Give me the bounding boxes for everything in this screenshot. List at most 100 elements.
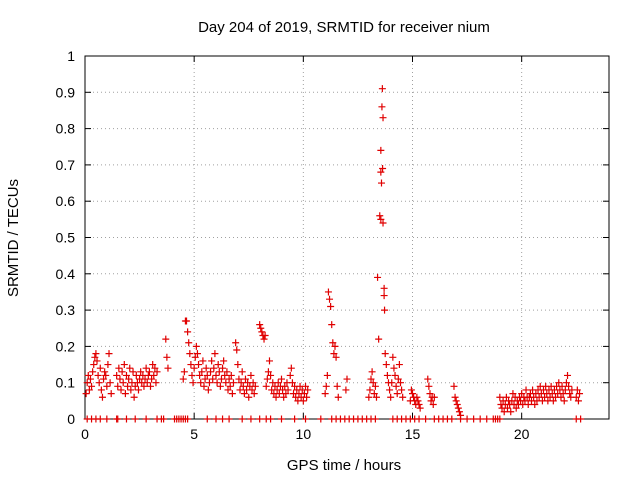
data-point (179, 375, 187, 383)
data-point (262, 382, 270, 390)
data-point (152, 379, 160, 387)
data-point (379, 219, 387, 227)
data-point (376, 212, 384, 220)
x-tick-label: 15 (405, 426, 421, 442)
data-point (329, 339, 337, 347)
data-point (564, 371, 572, 379)
data-point (265, 357, 273, 365)
data-point (196, 371, 204, 379)
data-point (143, 379, 151, 387)
data-point (88, 382, 96, 390)
data-point (190, 364, 198, 372)
data-point (241, 375, 249, 383)
data-point (334, 393, 342, 401)
data-point (424, 375, 432, 383)
data-point (303, 393, 311, 401)
data-point (377, 179, 385, 187)
data-point (94, 371, 102, 379)
data-point (236, 386, 244, 394)
data-point (221, 371, 229, 379)
data-point (101, 368, 109, 376)
data-point (427, 397, 435, 405)
data-point (391, 371, 399, 379)
data-point (86, 375, 94, 383)
data-point (395, 361, 403, 369)
data-point (212, 371, 220, 379)
data-point (375, 335, 383, 343)
data-point (452, 397, 460, 405)
y-tick-label: 0 (67, 411, 75, 427)
y-tick-label: 0.8 (56, 121, 76, 137)
data-point (126, 364, 134, 372)
data-point (518, 390, 526, 398)
data-point (387, 393, 395, 401)
data-point (232, 339, 240, 347)
data-point (386, 386, 394, 394)
data-point (500, 408, 508, 416)
data-point (470, 415, 478, 423)
data-point (300, 390, 308, 398)
data-point (227, 371, 235, 379)
data-point (203, 371, 211, 379)
y-tick-label: 0.7 (56, 157, 76, 173)
data-point (382, 361, 390, 369)
data-point (225, 415, 233, 423)
data-point (222, 379, 230, 387)
data-point (115, 364, 123, 372)
data-point (398, 386, 406, 394)
data-point (257, 324, 265, 332)
data-point (199, 357, 207, 365)
data-point (371, 415, 379, 423)
data-point (142, 415, 150, 423)
data-point (145, 368, 153, 376)
data-point (380, 292, 388, 300)
data-point (149, 361, 157, 369)
data-point (120, 361, 128, 369)
data-point (201, 375, 209, 383)
data-point (572, 393, 580, 401)
data-point (208, 357, 216, 365)
data-point (450, 382, 458, 390)
data-point (93, 357, 101, 365)
data-point (522, 386, 530, 394)
data-point (415, 400, 423, 408)
data-point (184, 328, 192, 336)
data-point (453, 400, 461, 408)
data-point (96, 364, 104, 372)
data-point (121, 390, 129, 398)
data-point (557, 393, 565, 401)
data-point (366, 386, 374, 394)
data-point (164, 364, 172, 372)
data-point (186, 350, 194, 358)
data-point (219, 364, 227, 372)
data-point (476, 415, 484, 423)
data-point (372, 393, 380, 401)
data-point (288, 379, 296, 387)
data-point (91, 353, 99, 361)
data-point (503, 404, 511, 412)
x-tick-label: 10 (296, 426, 312, 442)
data-point (374, 273, 382, 281)
data-point (549, 397, 557, 405)
data-point (97, 386, 105, 394)
data-point (188, 371, 196, 379)
data-point (451, 393, 459, 401)
data-point (130, 393, 138, 401)
data-point (213, 379, 221, 387)
data-point (198, 368, 206, 376)
data-point (299, 397, 307, 405)
data-point (380, 284, 388, 292)
data-point (415, 415, 423, 423)
y-tick-label: 0.9 (56, 84, 76, 100)
data-points (82, 85, 585, 423)
data-point (377, 168, 385, 176)
data-point (512, 404, 520, 412)
data-point (429, 400, 437, 408)
y-axis-label: SRMTID / TECUs (5, 179, 22, 297)
data-point (189, 379, 197, 387)
data-point (565, 382, 573, 390)
data-point (560, 397, 568, 405)
data-point (321, 390, 329, 398)
data-point (131, 415, 139, 423)
data-point (150, 371, 158, 379)
